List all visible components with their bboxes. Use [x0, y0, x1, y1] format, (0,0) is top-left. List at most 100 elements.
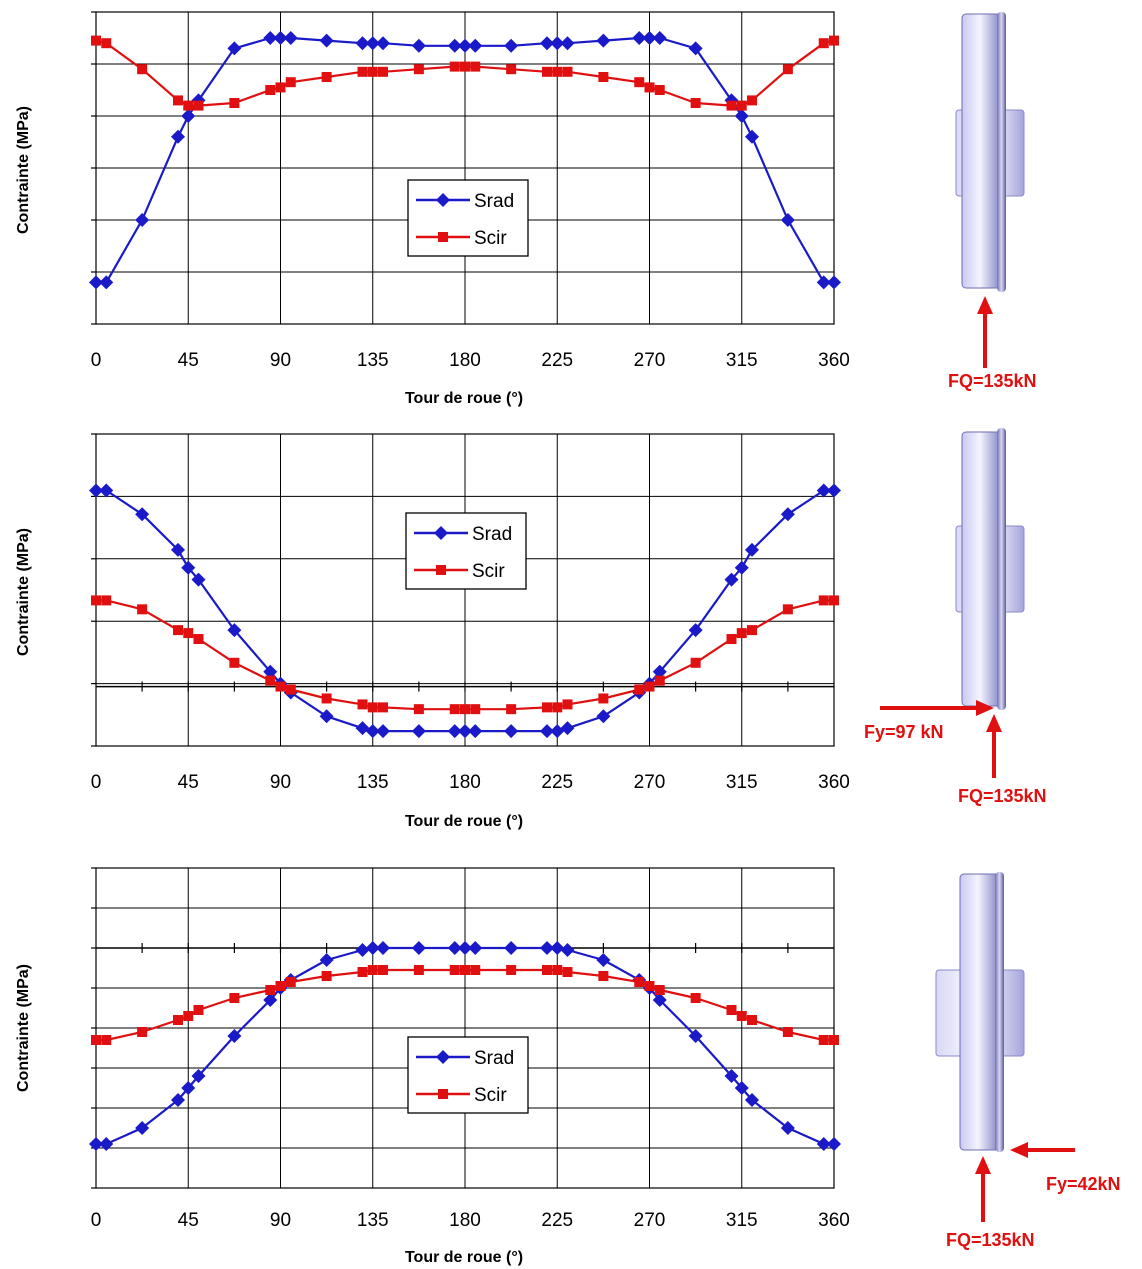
data-point-scir — [562, 66, 573, 77]
data-point-scir — [552, 965, 563, 975]
x-tick-label: 135 — [357, 1210, 389, 1231]
data-point-srad — [181, 1081, 196, 1095]
data-point-scir — [782, 604, 793, 615]
x-tick-label: 360 — [818, 350, 850, 371]
data-point-srad — [376, 941, 390, 955]
data-point-srad — [734, 560, 749, 575]
data-point-scir — [229, 993, 240, 1003]
chart-bottom: 0 45 90 135 180 225 270 315 360 Tour de roue (°)… — [15, 867, 850, 1266]
data-point-scir — [747, 1015, 757, 1025]
data-point-srad — [319, 33, 334, 48]
arrowhead — [1010, 1142, 1028, 1158]
data-point-srad — [642, 31, 657, 45]
data-point-srad — [688, 1029, 703, 1043]
data-point-srad — [376, 36, 390, 51]
legend-marker — [436, 1050, 450, 1064]
data-point-scir — [634, 77, 645, 88]
legend-label: Scir — [474, 1085, 507, 1106]
data-point-srad — [181, 109, 196, 123]
x-tick-label: 90 — [270, 1210, 291, 1231]
x-tick-label: 225 — [541, 350, 573, 371]
data-point-srad — [745, 129, 759, 144]
data-point-srad — [780, 507, 795, 522]
arrowhead — [976, 700, 994, 716]
data-point-scir — [736, 100, 747, 111]
chart-middle-x-ticks: 0 45 90 135 180 225 270 315 360 — [91, 772, 850, 793]
data-point-srad — [688, 623, 703, 638]
x-tick-label: 360 — [818, 1210, 850, 1231]
data-point-scir — [367, 702, 378, 713]
data-point-scir — [470, 965, 481, 975]
data-point-srad — [99, 1137, 114, 1151]
data-point-srad — [227, 41, 242, 56]
data-point-scir — [818, 38, 829, 49]
chart-middle-series — [89, 483, 841, 739]
data-point-scir — [449, 965, 460, 975]
data-point-srad — [596, 953, 611, 967]
data-point-scir — [460, 61, 470, 72]
x-tick-label: 45 — [178, 1210, 199, 1231]
data-point-scir — [634, 684, 645, 695]
data-point-scir — [562, 699, 573, 710]
data-point-scir — [265, 675, 276, 686]
legend-label: Srad — [474, 191, 514, 212]
data-point-srad — [171, 1093, 185, 1107]
data-point-scir — [173, 95, 183, 106]
data-point-scir — [829, 35, 839, 46]
x-tick-label: 45 — [178, 772, 199, 793]
data-point-scir — [690, 657, 701, 668]
data-point-scir — [598, 693, 609, 704]
data-point-scir — [460, 704, 470, 715]
data-point-srad — [458, 38, 472, 53]
data-point-scir — [193, 634, 204, 645]
x-tick-label: 270 — [634, 1210, 666, 1231]
data-point-scir — [378, 702, 388, 713]
data-point-srad — [504, 38, 519, 53]
chart-middle-ylabel: Contrainte (MPa) — [15, 528, 32, 656]
data-point-srad — [745, 542, 759, 557]
data-point-scir — [193, 100, 204, 111]
data-point-srad — [816, 1137, 831, 1151]
legend-marker — [434, 526, 448, 540]
data-point-srad — [319, 953, 334, 967]
data-point-scir — [378, 965, 388, 975]
data-point-srad — [447, 38, 462, 53]
data-point-srad — [504, 941, 519, 955]
data-point-srad — [468, 724, 483, 739]
legend-marker — [438, 1089, 448, 1099]
legend-label: Scir — [474, 228, 507, 249]
data-point-scir — [91, 595, 101, 606]
data-point-scir — [598, 72, 609, 82]
data-point-scir — [782, 1027, 793, 1037]
data-point-scir — [449, 704, 460, 715]
chart-bottom-series — [89, 941, 841, 1151]
data-point-scir — [747, 95, 757, 106]
arrowhead — [977, 296, 993, 314]
chart-top: 0 45 90 135 180 225 270 315 360 Tour de roue (°)… — [15, 11, 850, 407]
data-point-srad — [550, 724, 565, 739]
x-tick-label: 315 — [726, 1210, 758, 1231]
data-point-srad — [99, 483, 114, 498]
data-point-scir — [644, 82, 655, 93]
data-point-srad — [468, 38, 483, 53]
data-point-srad — [560, 721, 575, 736]
data-point-srad — [365, 724, 380, 739]
data-point-scir — [654, 85, 665, 95]
data-point-scir — [137, 1027, 148, 1037]
data-point-scir — [552, 66, 563, 77]
data-point-scir — [101, 1035, 112, 1045]
x-tick-label: 0 — [91, 1210, 102, 1231]
x-tick-label: 225 — [541, 772, 573, 793]
data-point-srad — [816, 483, 831, 498]
wheel-rim — [961, 13, 1003, 289]
chart-middle: 0 45 90 135 180 225 270 315 360 Tour de roue (°)… — [15, 433, 850, 830]
data-point-scir — [562, 967, 573, 977]
data-point-srad — [632, 31, 647, 45]
data-point-srad — [191, 572, 206, 587]
data-point-scir — [818, 595, 829, 606]
data-point-srad — [652, 664, 667, 679]
data-point-srad — [724, 1069, 739, 1083]
data-point-srad — [688, 41, 703, 56]
data-point-srad — [745, 1093, 759, 1107]
data-point-srad — [171, 129, 185, 144]
